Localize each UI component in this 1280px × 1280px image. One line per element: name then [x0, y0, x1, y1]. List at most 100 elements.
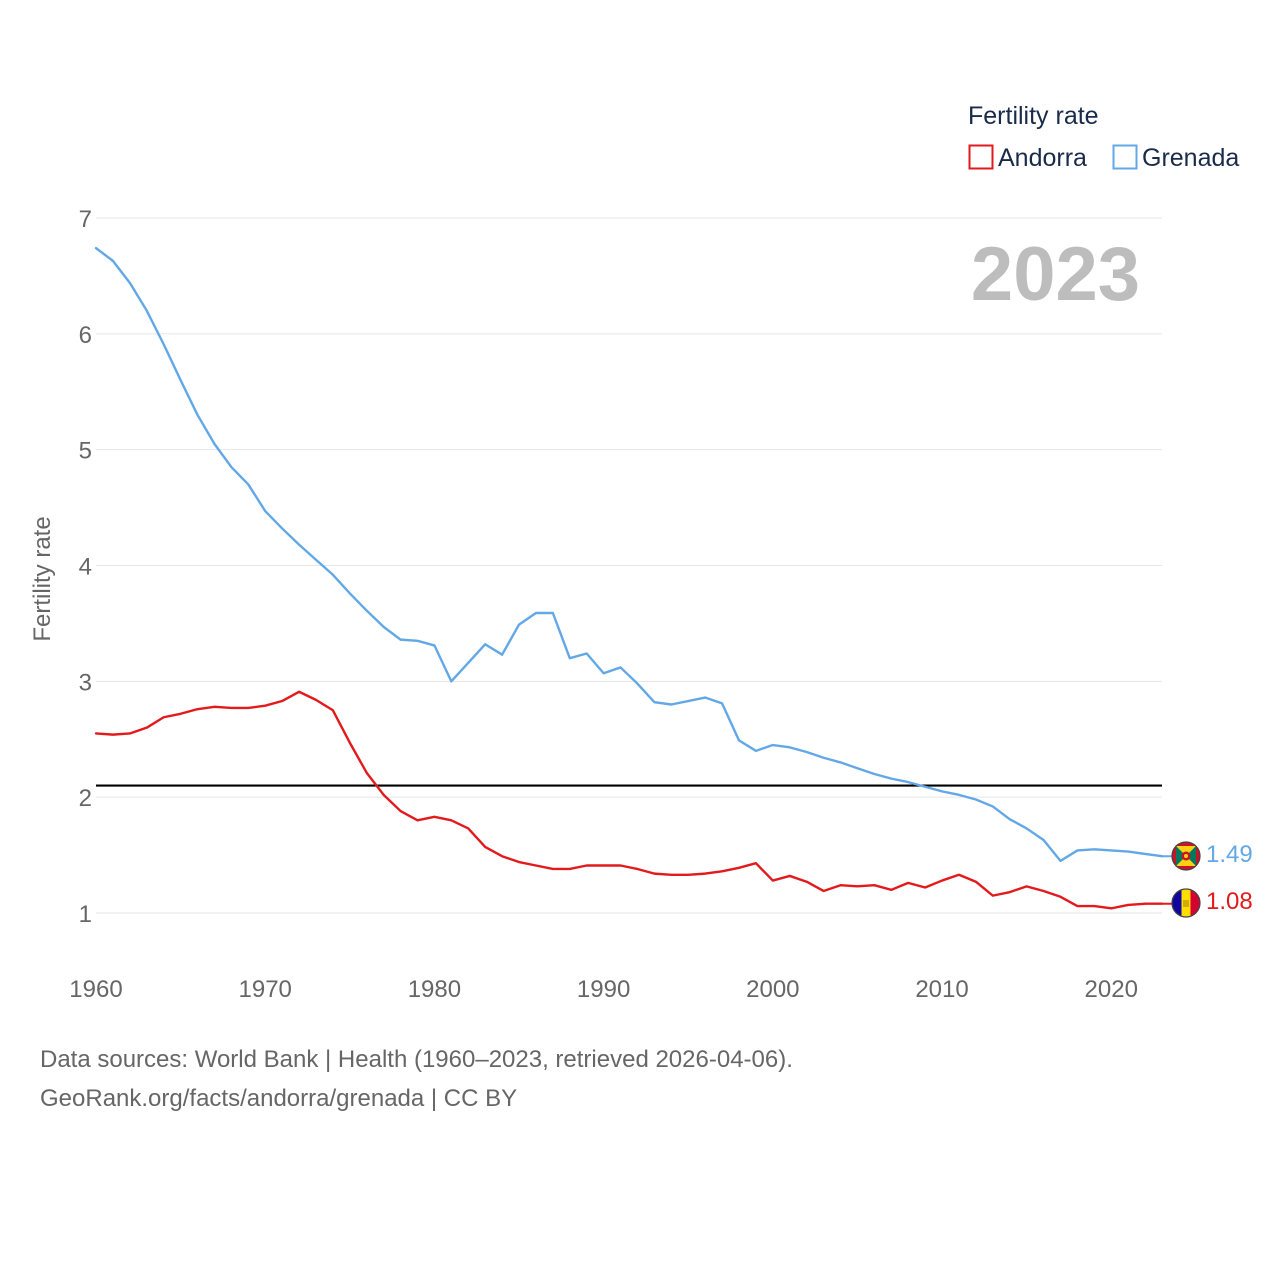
data-point-grenada [924, 786, 926, 788]
andorra-flag-icon [1171, 888, 1201, 918]
data-point-grenada [332, 574, 334, 576]
y-tick-label: 3 [79, 669, 92, 696]
data-point-grenada [230, 466, 232, 468]
source-link[interactable]: GeoRank.org/facts/andorra/grenada | CC B… [40, 1085, 518, 1112]
y-tick-label: 1 [79, 901, 92, 928]
data-point-andorra [501, 855, 503, 857]
data-point-andorra [839, 884, 841, 886]
data-point-grenada [518, 623, 520, 625]
data-point-andorra [1059, 896, 1061, 898]
data-point-andorra [772, 879, 774, 881]
data-point-andorra [619, 864, 621, 866]
data-point-grenada [873, 773, 875, 775]
data-point-grenada [1059, 860, 1061, 862]
data-point-andorra [907, 882, 909, 884]
data-point-grenada [1127, 850, 1129, 852]
data-point-andorra [602, 864, 604, 866]
data-point-andorra [349, 742, 351, 744]
legend-swatch-andorra[interactable] [968, 144, 994, 170]
data-point-andorra [264, 704, 266, 706]
year-label: 2023 [971, 232, 1140, 317]
data-point-grenada [399, 638, 401, 640]
data-point-andorra [924, 886, 926, 888]
data-point-andorra [1025, 885, 1027, 887]
y-tick-label: 7 [79, 206, 92, 233]
series-line-grenada[interactable] [94, 246, 1164, 863]
data-point-andorra [856, 885, 858, 887]
data-point-andorra [230, 707, 232, 709]
data-point-andorra [1144, 903, 1146, 905]
data-point-grenada [941, 790, 943, 792]
data-point-grenada [416, 640, 418, 642]
x-tick-label: 2000 [746, 976, 799, 1003]
data-point-andorra [789, 875, 791, 877]
data-point-grenada [992, 805, 994, 807]
legend-label-grenada[interactable]: Grenada [1142, 144, 1239, 172]
gridlines [96, 217, 1162, 914]
data-point-andorra [569, 868, 571, 870]
data-point-andorra [738, 867, 740, 869]
data-point-grenada [586, 652, 588, 654]
data-point-andorra [433, 816, 435, 818]
data-point-grenada [264, 510, 266, 512]
data-point-grenada [1110, 849, 1112, 851]
data-point-grenada [958, 794, 960, 796]
data-point-grenada [382, 626, 384, 628]
data-point-andorra [315, 699, 317, 701]
x-tick-label: 1970 [239, 976, 292, 1003]
data-point-grenada [146, 309, 148, 311]
data-point-andorra [1076, 905, 1078, 907]
y-axis-ticks: 1 2 3 4 5 6 7 [79, 206, 92, 928]
data-point-grenada [501, 653, 503, 655]
legend-label-andorra[interactable]: Andorra [998, 144, 1087, 172]
grenada-flag-icon [1171, 841, 1201, 871]
x-tick-label: 2010 [915, 976, 968, 1003]
data-point-grenada [112, 260, 114, 262]
data-point-andorra [332, 709, 334, 711]
data-point-andorra [213, 706, 215, 708]
data-point-grenada [975, 798, 977, 800]
data-point-andorra [535, 864, 537, 866]
legend-swatch-grenada[interactable] [1112, 144, 1138, 170]
data-point-andorra [704, 872, 706, 874]
y-tick-label: 6 [79, 322, 92, 349]
series-lines [94, 246, 1172, 910]
data-point-grenada [450, 680, 452, 682]
data-point-grenada [315, 559, 317, 561]
legend-title: Fertility rate [968, 102, 1099, 130]
data-point-grenada [805, 751, 807, 753]
data-point-andorra [670, 874, 672, 876]
data-point-grenada [1093, 848, 1095, 850]
data-point-grenada [1025, 827, 1027, 829]
data-point-andorra [366, 772, 368, 774]
data-point-grenada [1161, 855, 1163, 857]
data-point-andorra [382, 794, 384, 796]
data-point-andorra [179, 713, 181, 715]
data-point-andorra [958, 874, 960, 876]
data-point-andorra [805, 881, 807, 883]
data-point-andorra [822, 890, 824, 892]
data-point-grenada [281, 527, 283, 529]
series-line-andorra[interactable] [94, 690, 1164, 910]
data-point-andorra [755, 862, 757, 864]
data-point-andorra [95, 732, 97, 734]
data-point-andorra [162, 716, 164, 718]
data-point-grenada [162, 343, 164, 345]
data-point-grenada [687, 700, 689, 702]
data-point-grenada [129, 282, 131, 284]
data-point-grenada [653, 701, 655, 703]
data-point-andorra [467, 827, 469, 829]
data-point-andorra [552, 868, 554, 870]
grenada-end-value: 1.49 [1206, 841, 1253, 868]
data-point-andorra [1009, 891, 1011, 893]
data-point-grenada [704, 696, 706, 698]
x-tick-label: 2020 [1085, 976, 1138, 1003]
data-point-andorra [1127, 904, 1129, 906]
data-sources-text: Data sources: World Bank | Health (1960–… [40, 1046, 793, 1073]
data-point-andorra [146, 726, 148, 728]
y-tick-label: 4 [79, 554, 92, 581]
data-point-andorra [873, 884, 875, 886]
data-point-andorra [975, 881, 977, 883]
data-point-grenada [721, 702, 723, 704]
